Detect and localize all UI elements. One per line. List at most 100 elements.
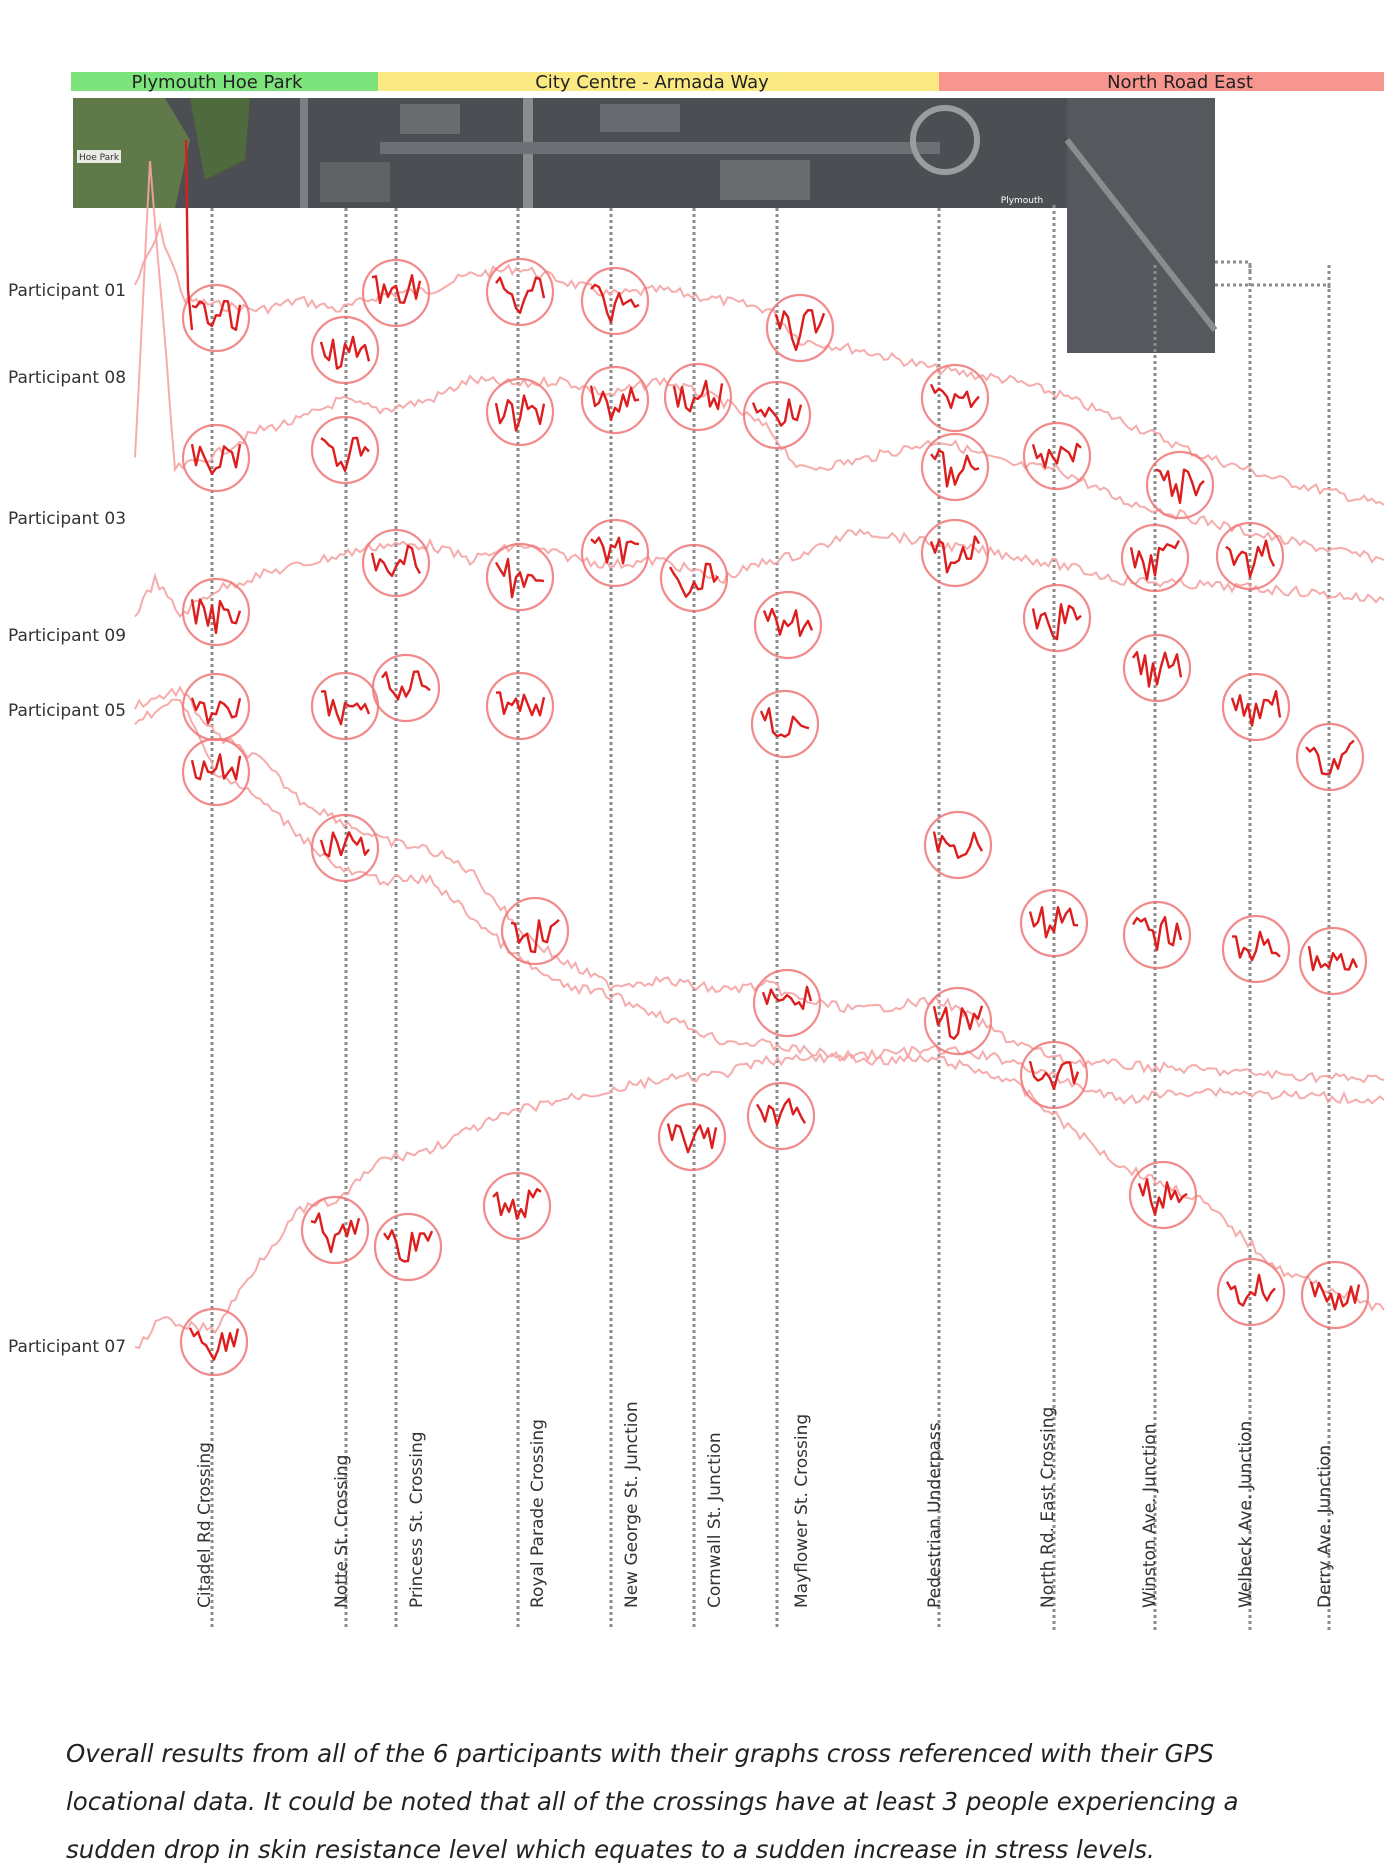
event-marker-15	[1022, 421, 1092, 491]
aerial-map-park-area	[73, 98, 190, 208]
citadel-spike	[184, 139, 194, 331]
event-marker-3	[361, 258, 431, 328]
event-circle	[1221, 672, 1291, 742]
event-circle	[485, 671, 555, 741]
event-circle	[1295, 722, 1365, 792]
event-circle	[580, 518, 650, 588]
event-spike	[494, 557, 545, 599]
event-circle	[920, 363, 990, 433]
event-marker-13	[920, 363, 990, 433]
aerial-map-north-extension	[1067, 98, 1215, 353]
event-circle	[920, 518, 990, 588]
event-marker-17	[181, 577, 251, 647]
event-marker-41	[1122, 900, 1192, 970]
event-circle	[485, 377, 555, 447]
event-marker-31	[750, 689, 820, 759]
event-circle	[753, 590, 823, 660]
event-spike	[668, 562, 719, 598]
event-spike	[320, 436, 370, 472]
event-marker-9	[485, 377, 555, 447]
event-spike	[495, 691, 546, 717]
event-circle	[1122, 633, 1192, 703]
event-spike	[932, 831, 984, 859]
event-marker-20	[580, 518, 650, 588]
location-label-underpass: Pedestrian Underpass	[925, 1422, 945, 1608]
event-marker-45	[300, 1195, 370, 1265]
aerial-map-block-2	[600, 104, 680, 132]
event-circle	[1120, 523, 1190, 593]
participant-label-09: Participant 09	[8, 626, 126, 646]
event-circle	[580, 365, 650, 435]
event-circle	[181, 737, 251, 807]
location-lines	[210, 205, 1331, 1630]
event-spike	[751, 398, 803, 427]
event-spike	[1225, 539, 1276, 578]
event-marker-34	[1295, 722, 1365, 792]
zone-bar: Plymouth Hoe Park City Centre - Armada W…	[71, 72, 1384, 93]
event-spike	[1225, 1273, 1276, 1307]
participant-label-01: Participant 01	[8, 281, 126, 301]
event-spike	[190, 753, 242, 781]
event-marker-19	[485, 542, 555, 612]
event-circle	[750, 689, 820, 759]
event-marker-12	[742, 380, 812, 450]
event-spike	[1131, 916, 1183, 952]
event-spike	[932, 1005, 984, 1040]
event-circle	[500, 896, 570, 966]
location-label-princess: Princess St. Crossing	[407, 1431, 427, 1608]
event-spike	[774, 308, 826, 352]
event-spike	[590, 283, 640, 324]
event-circles	[179, 139, 1370, 1377]
event-spike	[191, 300, 242, 331]
location-label-new-george: New George St. Junction	[622, 1401, 642, 1608]
event-circle	[1019, 1040, 1089, 1110]
event-marker-43	[1298, 926, 1368, 996]
aerial-map-park-area-2	[190, 98, 250, 180]
event-spike	[495, 276, 546, 314]
event-marker-35	[181, 737, 251, 807]
event-spike	[319, 335, 371, 370]
event-spike	[1028, 1060, 1080, 1090]
event-spike	[755, 1097, 807, 1127]
event-circle	[752, 968, 822, 1038]
trace-participant-07	[134, 1044, 1385, 1349]
event-marker-1	[181, 283, 251, 353]
event-circle	[742, 380, 812, 450]
event-spike	[188, 1327, 240, 1361]
event-marker-37	[500, 896, 570, 966]
participant-label-08: Participant 08	[8, 368, 126, 388]
zone-label-city-centre: City Centre - Armada Way	[535, 72, 769, 93]
event-spike	[929, 535, 981, 574]
event-spike	[1230, 690, 1282, 727]
map-connector-1	[1215, 260, 1252, 275]
event-marker-44	[179, 1307, 249, 1377]
event-spike	[1307, 945, 1359, 972]
event-circle	[181, 283, 251, 353]
aerial-map: Hoe Park Plymouth	[73, 98, 1218, 353]
zone-city-centre-band	[378, 72, 939, 91]
event-circle	[373, 1212, 443, 1282]
event-spike	[666, 1123, 718, 1154]
event-circle	[1128, 1160, 1198, 1230]
trace-participant-05	[134, 698, 1385, 1312]
event-marker-40	[1019, 888, 1089, 958]
aerial-map-rail-line	[1064, 138, 1218, 332]
event-circle	[657, 1102, 727, 1172]
event-marker-23	[920, 518, 990, 588]
location-label-derry: Derry Ave. Junction	[1315, 1445, 1335, 1608]
aerial-map-block-4	[320, 162, 390, 202]
event-marker-26	[1215, 521, 1285, 591]
event-marker-47	[482, 1171, 552, 1241]
event-circle	[1215, 521, 1285, 591]
event-circle	[580, 266, 650, 336]
event-circle	[923, 986, 993, 1056]
event-spike	[672, 379, 724, 413]
event-marker-54	[1300, 1260, 1370, 1330]
event-marker-29	[371, 653, 441, 723]
event-marker-16	[1145, 450, 1215, 520]
event-marker-36	[310, 813, 380, 883]
event-circle	[1300, 1260, 1370, 1330]
zone-label-hoe-park: Plymouth Hoe Park	[132, 72, 303, 93]
aerial-map-roundabout	[910, 105, 980, 175]
event-spike	[1137, 1178, 1188, 1216]
